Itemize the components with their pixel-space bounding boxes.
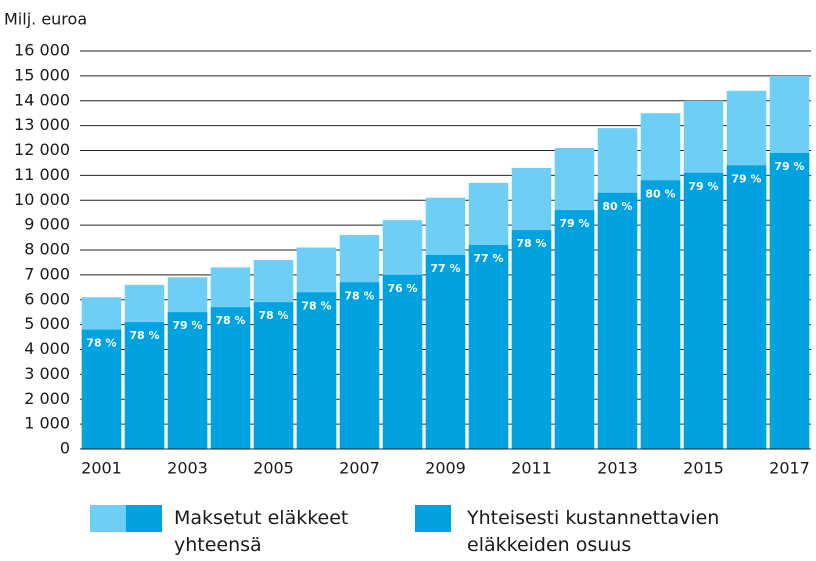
x-tick-label: 2007 (339, 459, 380, 478)
legend-label: Yhteisesti kustannettavien eläkkeiden os… (467, 507, 720, 556)
value-label: 78 % (86, 337, 116, 350)
x-tick-label: 2009 (425, 459, 466, 478)
bar (124, 322, 165, 449)
bar (597, 192, 638, 449)
y-axis-label: Milj. euroa (4, 10, 87, 29)
bar (726, 165, 767, 450)
value-label: 77 % (430, 262, 460, 275)
value-label: 79 % (774, 160, 804, 173)
bar (683, 172, 724, 449)
y-tick-label: 5 000 (24, 314, 70, 333)
x-tick-label: 2011 (511, 459, 552, 478)
y-tick-label: 3 000 (24, 364, 70, 383)
chart: Milj. euroa 0 1 000 2 000 3 000 4 000 5 000 6 … (4, 10, 811, 478)
value-label: 76 % (387, 282, 417, 295)
y-tick-label: 4 000 (24, 339, 70, 358)
x-tick-label: 2015 (683, 459, 724, 478)
y-tick-label: 14 000 (14, 90, 70, 109)
x-tick-label: 2005 (253, 459, 294, 478)
bar (167, 312, 208, 449)
bar (769, 152, 810, 450)
x-tick-label: 2017 (769, 459, 810, 478)
value-label: 78 % (129, 329, 159, 342)
value-label: 78 % (215, 314, 245, 327)
y-tick-label: 13 000 (14, 115, 70, 134)
y-tick-label: 2 000 (24, 389, 70, 408)
y-tick-label: 16 000 (14, 41, 70, 60)
bar (382, 274, 423, 449)
y-tick-label: 8 000 (24, 240, 70, 259)
legend-item: Maksetut eläkkeet yhteensä (90, 505, 349, 559)
legend-swatch (90, 505, 126, 532)
bar (554, 210, 595, 449)
y-tick-label: 6 000 (24, 289, 70, 308)
x-tick-label: 2013 (597, 459, 638, 478)
y-tick-label: 12 000 (14, 140, 70, 159)
y-tick-label: 15 000 (14, 65, 70, 84)
value-label: 78 % (344, 289, 374, 302)
y-tick-label: 7 000 (24, 264, 70, 283)
value-label: 80 % (645, 187, 675, 200)
value-label: 80 % (602, 200, 632, 213)
bar (640, 180, 681, 449)
bar (253, 302, 294, 449)
value-label: 78 % (258, 309, 288, 322)
value-label: 79 % (688, 180, 718, 193)
bar (339, 282, 380, 449)
x-tick-label: 2003 (167, 459, 208, 478)
bar (296, 292, 337, 449)
y-tick-label: 9 000 (24, 215, 70, 234)
value-label: 78 % (301, 299, 331, 312)
x-tick-label: 2001 (81, 459, 122, 478)
value-label: 79 % (731, 172, 761, 185)
y-tick-label: 0 (60, 439, 70, 458)
value-label: 79 % (559, 217, 589, 230)
bar (468, 245, 509, 449)
legend-item: Yhteisesti kustannettavien eläkkeiden os… (415, 505, 732, 559)
value-label: 78 % (516, 237, 546, 250)
bar (210, 307, 251, 449)
y-tick-label: 1 000 (24, 414, 70, 433)
bar (511, 230, 552, 449)
legend-label: Maksetut eläkkeet yhteensä (174, 507, 349, 556)
value-label: 79 % (172, 319, 202, 332)
legend-swatch (415, 505, 451, 532)
legend-swatch (126, 505, 162, 532)
bar (81, 329, 122, 449)
y-tick-label: 10 000 (14, 190, 70, 209)
y-tick-label: 11 000 (14, 165, 70, 184)
bar (425, 254, 466, 449)
value-label: 77 % (473, 252, 503, 265)
